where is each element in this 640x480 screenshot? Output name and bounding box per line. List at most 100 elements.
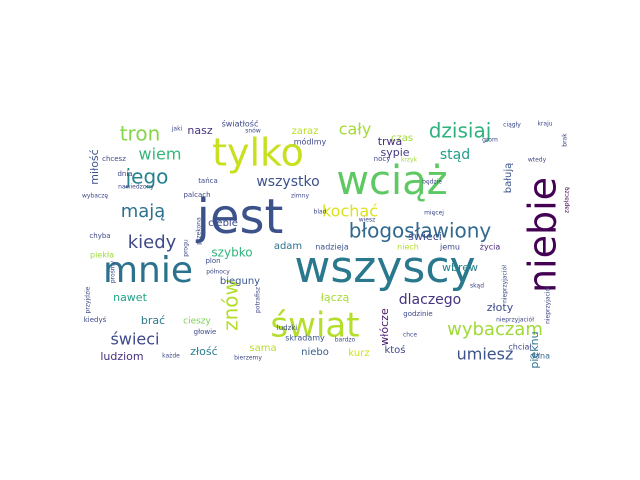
word-cloud-word: kiedy: [128, 232, 177, 253]
word-cloud-word: chciał: [508, 343, 532, 352]
word-cloud-word: wciąż: [336, 158, 447, 204]
word-cloud-word: życia: [480, 243, 501, 252]
word-cloud-word: przekona: [196, 217, 203, 245]
word-cloud-word: kochać: [322, 202, 378, 221]
word-cloud-word: dana: [530, 352, 550, 361]
word-cloud-word: godzinie: [403, 310, 432, 318]
word-cloud-word: stąd: [440, 147, 470, 163]
word-cloud-word: kraju: [537, 121, 552, 128]
word-cloud-word: nasz: [187, 124, 212, 137]
word-cloud-word: niebie: [521, 177, 565, 293]
word-cloud-word: światłość: [222, 119, 259, 129]
word-cloud-word: wszystko: [256, 174, 319, 190]
word-cloud-word: zimny: [291, 193, 309, 200]
word-cloud-word: ciągły: [503, 122, 521, 129]
word-cloud-word: wiesz: [359, 217, 376, 224]
word-cloud-word: mnie: [103, 250, 193, 291]
word-cloud-word: palcach: [183, 191, 210, 199]
word-cloud-word: nocy: [374, 155, 391, 163]
word-cloud-canvas: [80, 120, 570, 365]
word-cloud-word: bieguny: [220, 276, 260, 287]
word-cloud-word: trwa: [378, 135, 403, 148]
word-cloud-word: chcesz: [102, 155, 126, 163]
word-cloud-word: złoty: [487, 301, 514, 314]
word-cloud-word: czas: [391, 133, 413, 144]
word-cloud-word: jego: [125, 165, 169, 189]
word-cloud-word: jemu: [439, 243, 460, 252]
word-cloud-word: krzyk: [401, 157, 418, 164]
word-cloud-word: jest: [196, 189, 284, 245]
word-cloud-word: tylko: [212, 131, 304, 175]
word-cloud-word: ktoś: [384, 344, 405, 356]
word-cloud-word: ludziom: [100, 350, 143, 363]
word-cloud-word: miłość: [88, 149, 101, 184]
word-cloud-word: wtedy: [528, 157, 547, 164]
word-cloud-word: głowie: [194, 328, 217, 336]
word-cloud-word: nieprzyjaciół: [502, 265, 509, 303]
word-cloud-word: północy: [206, 269, 230, 276]
word-cloud-word: skąd: [470, 283, 484, 290]
word-cloud-word: będzie: [422, 179, 442, 186]
word-cloud-word: wbrew: [442, 261, 478, 274]
word-cloud-word: adam: [274, 241, 302, 252]
word-cloud-word: brak: [562, 133, 569, 147]
word-cloud-word: piekła: [90, 251, 114, 260]
word-cloud-word: każde: [162, 353, 180, 360]
word-cloud-word: znów: [219, 279, 243, 331]
word-cloud-word: łączą: [321, 291, 350, 304]
word-cloud-word: nieprzyjaciół: [496, 317, 534, 324]
word-cloud-word: niech: [397, 243, 419, 252]
word-cloud-word: cieszy: [183, 317, 211, 327]
word-cloud-word: chce: [403, 332, 417, 339]
word-cloud-word: umiesz: [457, 345, 514, 364]
word-cloud-word: świeci: [111, 330, 160, 349]
word-cloud-word: mięcej: [424, 210, 444, 217]
word-cloud-word: wybaczę: [82, 193, 108, 200]
word-cloud-word: niebo: [301, 347, 329, 358]
word-cloud-word: bierzemy: [234, 355, 262, 362]
word-cloud-word: grom: [482, 137, 498, 144]
word-cloud-word: prośmy: [110, 260, 117, 283]
word-cloud-word: progu: [183, 239, 190, 257]
word-cloud-word: ciebie: [208, 218, 238, 229]
word-cloud-word: dlaczego: [399, 292, 461, 308]
word-cloud-word: przyjdzie: [85, 286, 92, 313]
word-cloud-word: bardzo: [335, 337, 356, 344]
word-cloud-word: świeci: [408, 230, 442, 243]
word-cloud-word: kurz: [348, 348, 369, 359]
word-cloud-word: plon: [205, 257, 220, 265]
word-cloud-word: włócze: [378, 308, 391, 346]
word-cloud-word: dnia: [117, 170, 132, 178]
word-cloud-word: wiem: [139, 145, 182, 164]
word-cloud-word: sama: [249, 343, 276, 354]
word-cloud-word: skradamy: [285, 334, 325, 343]
word-cloud-word: sypie: [380, 146, 409, 159]
word-cloud-word: dzisiaj: [429, 119, 492, 143]
word-cloud-word: nieprzyjaciół: [545, 286, 552, 324]
word-cloud-word: snów: [245, 128, 261, 135]
word-cloud-word: nawet: [113, 291, 147, 304]
word-cloud-word: jaki: [171, 126, 183, 133]
word-cloud-word: cały: [339, 120, 372, 139]
word-cloud-word: blad: [314, 209, 327, 216]
word-cloud-word: tańca: [198, 177, 218, 185]
word-cloud-word: wszyscy: [294, 242, 475, 293]
word-cloud-word: kiedyś: [84, 316, 107, 324]
word-cloud-word: módlmy: [294, 137, 327, 147]
word-cloud-word: chyba: [89, 232, 110, 240]
word-cloud-word: zapłaczę: [564, 187, 571, 213]
word-cloud-word: brać: [141, 314, 165, 327]
word-cloud-word: bałują: [503, 163, 514, 194]
word-cloud-word: pięknu: [528, 331, 541, 368]
word-cloud-word: szybko: [211, 246, 252, 260]
word-cloud-word: potrafisz: [255, 287, 262, 313]
word-cloud-word: złość: [190, 345, 217, 358]
word-cloud-word: tron: [120, 122, 161, 146]
word-cloud-word: zaraz: [292, 126, 319, 137]
word-cloud-word: błogosławiony: [349, 219, 492, 243]
word-cloud-word: nawiedzony: [118, 184, 154, 191]
word-cloud-word: wybaczam: [447, 319, 543, 340]
word-cloud-word: mają: [121, 201, 166, 222]
word-cloud-word: świat: [270, 306, 359, 346]
